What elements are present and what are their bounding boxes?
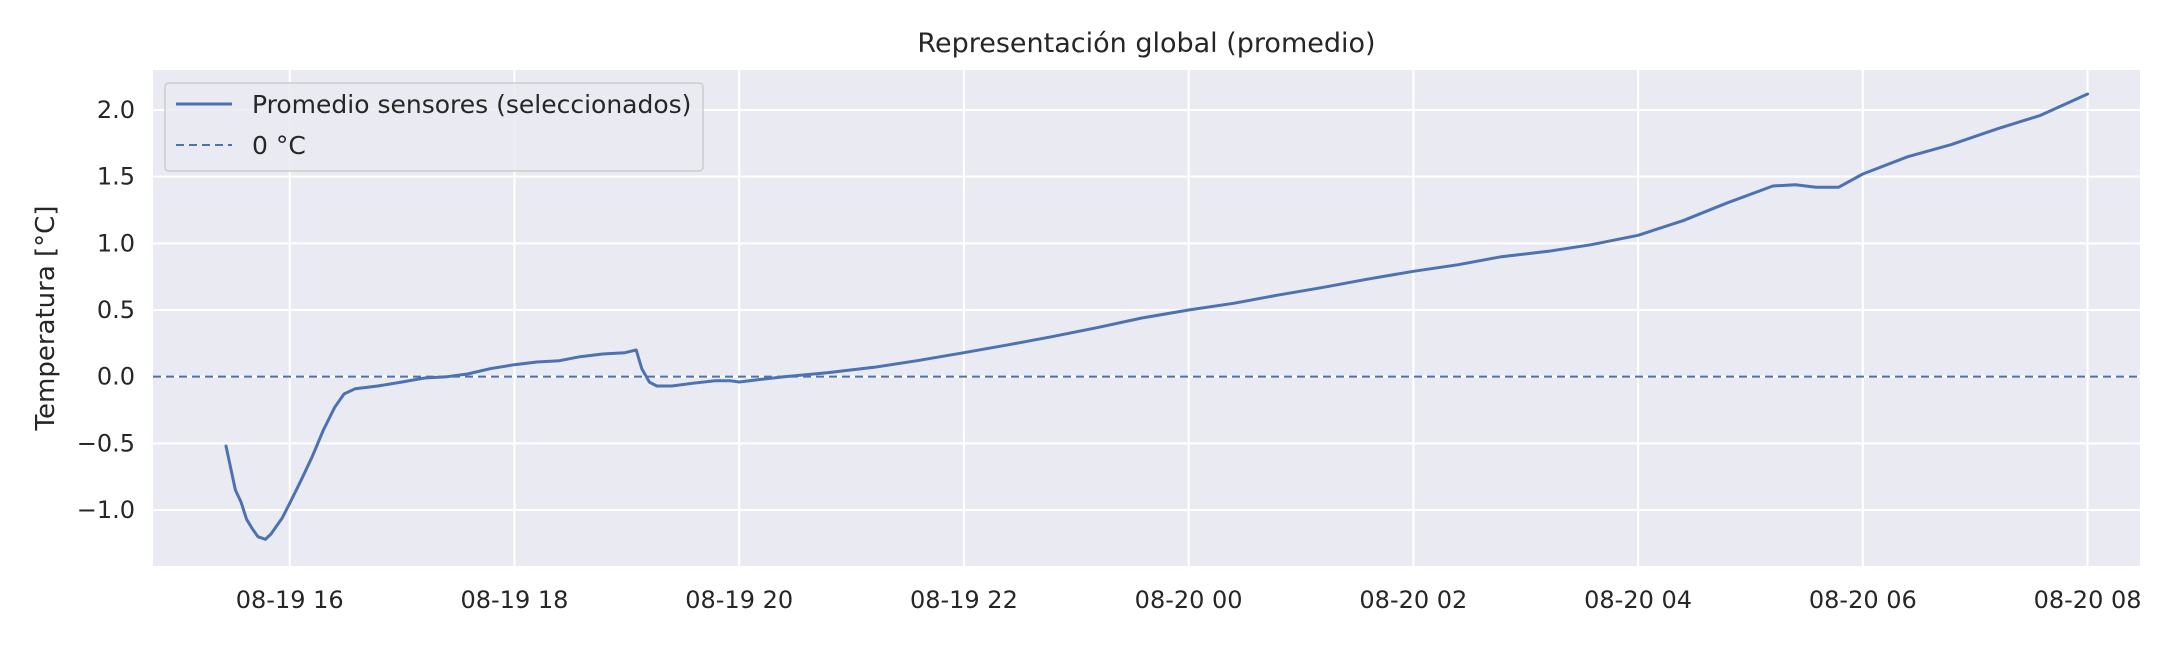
y-tick-label: 2.0 <box>97 96 135 124</box>
x-tick-label: 08-20 06 <box>1809 586 1917 614</box>
legend-label-series: Promedio sensores (seleccionados) <box>252 90 691 119</box>
y-tick-label: 0.0 <box>97 363 135 391</box>
y-tick-label: 0.5 <box>97 296 135 324</box>
y-tick-label: 1.0 <box>97 229 135 257</box>
grid-lines <box>153 70 2140 566</box>
y-tick-labels: −1.0 −0.5 0.0 0.5 1.0 1.5 2.0 <box>77 96 135 524</box>
chart-title: Representación global (promedio) <box>917 28 1375 59</box>
x-tick-label: 08-20 00 <box>1135 586 1243 614</box>
y-tick-label: −0.5 <box>77 429 135 457</box>
x-tick-label: 08-20 02 <box>1359 586 1467 614</box>
x-tick-label: 08-19 18 <box>460 586 568 614</box>
x-tick-label: 08-19 22 <box>910 586 1018 614</box>
x-tick-label: 08-20 04 <box>1584 586 1692 614</box>
x-tick-label: 08-20 08 <box>2034 586 2142 614</box>
y-tick-label: 1.5 <box>97 163 135 191</box>
y-axis-label: Temperatura [°C] <box>31 206 61 432</box>
x-tick-label: 08-19 20 <box>685 586 793 614</box>
y-tick-label: −1.0 <box>77 496 135 524</box>
series-layer <box>153 92 2140 541</box>
legend-label-zero: 0 °C <box>252 131 306 160</box>
series-line-promedio <box>224 92 2090 541</box>
legend-box <box>164 82 704 172</box>
x-tick-labels: 08-19 16 08-19 18 08-19 20 08-19 22 08-20 00… <box>236 586 2142 614</box>
x-tick-label: 08-19 16 <box>236 586 344 614</box>
legend: Promedio sensores (seleccionados) 0 °C <box>164 82 704 172</box>
